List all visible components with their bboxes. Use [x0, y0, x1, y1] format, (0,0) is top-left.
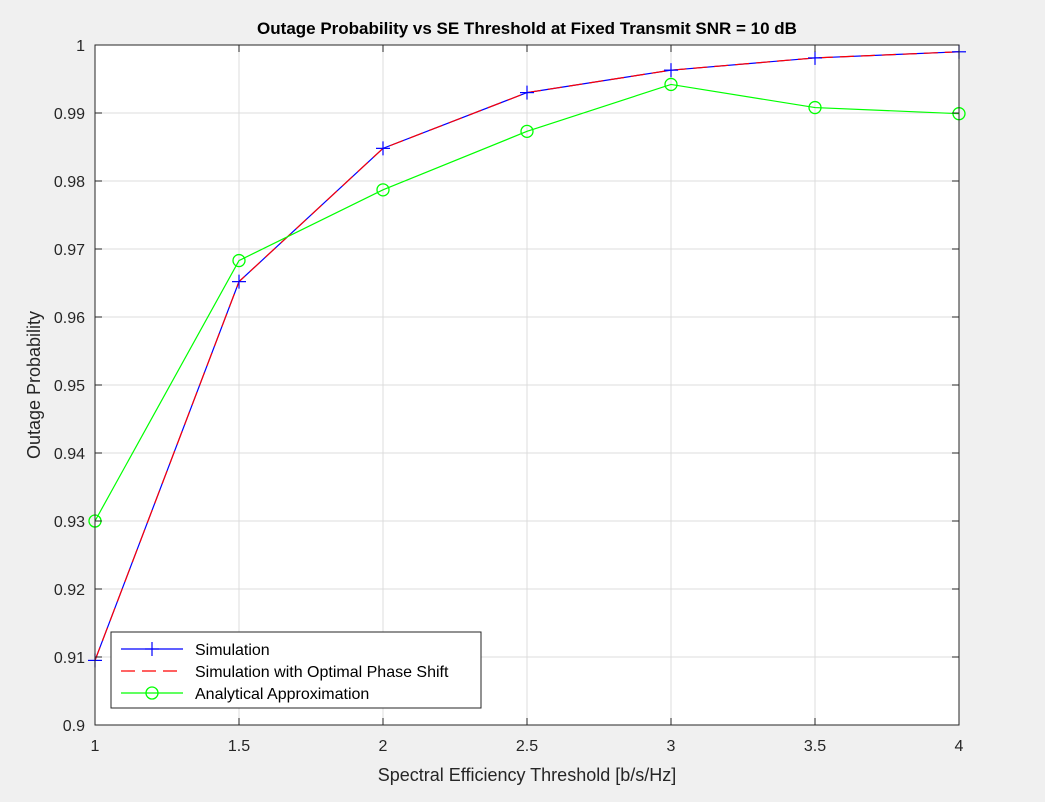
x-axis-label: Spectral Efficiency Threshold [b/s/Hz] — [378, 765, 676, 785]
data-point-series-0 — [376, 141, 390, 156]
y-tick-label: 0.97 — [54, 242, 85, 259]
x-tick-label: 1 — [91, 738, 100, 755]
legend-label-1: Simulation with Optimal Phase Shift — [195, 664, 449, 681]
data-point-series-2 — [808, 100, 822, 115]
y-tick-label: 1 — [76, 38, 85, 55]
data-point-series-0 — [808, 50, 822, 65]
y-tick-label: 0.98 — [54, 174, 85, 191]
data-point-series-2 — [376, 183, 390, 197]
x-tick-label: 3 — [667, 738, 676, 755]
y-tick-label: 0.99 — [54, 106, 85, 123]
legend-label-0: Simulation — [195, 642, 270, 659]
x-tick-label: 4 — [955, 738, 964, 755]
data-point-series-0 — [664, 63, 678, 78]
y-tick-label: 0.96 — [54, 310, 85, 327]
data-point-series-0 — [232, 274, 246, 289]
x-tick-label: 1.5 — [228, 738, 250, 755]
ticks: 1 1.5 2 2.5 3 3.5 4 0.9 0.91 0.92 0.93 0.94 0.95 0.96… — [54, 38, 964, 755]
y-tick-label: 0.94 — [54, 446, 85, 463]
data-point-series-0 — [520, 85, 534, 100]
legend-box — [110, 631, 482, 709]
chart-title: Outage Probability vs SE Threshold at Fi… — [257, 19, 797, 38]
x-tick-label: 3.5 — [804, 738, 826, 755]
series-line-2 — [94, 83, 960, 522]
y-tick-label: 0.92 — [54, 582, 85, 599]
legend-marker-2 — [145, 686, 159, 700]
data-point-series-2 — [664, 77, 678, 92]
y-tick-label: 0.9 — [63, 718, 85, 735]
y-axis-label: Outage Probability — [24, 311, 44, 459]
y-tick-label: 0.95 — [54, 378, 85, 395]
data-point-series-2 — [232, 253, 246, 268]
data-point-series-2 — [520, 124, 534, 139]
legend-marker-0 — [145, 642, 159, 656]
legend-label-2: Analytical Approximation — [195, 686, 369, 703]
legend: Simulation Simulation with Optimal Phase … — [110, 631, 482, 709]
x-tick-label: 2 — [379, 738, 388, 755]
y-tick-label: 0.91 — [54, 650, 85, 667]
y-tick-label: 0.93 — [54, 514, 85, 531]
x-tick-label: 2.5 — [516, 738, 538, 755]
